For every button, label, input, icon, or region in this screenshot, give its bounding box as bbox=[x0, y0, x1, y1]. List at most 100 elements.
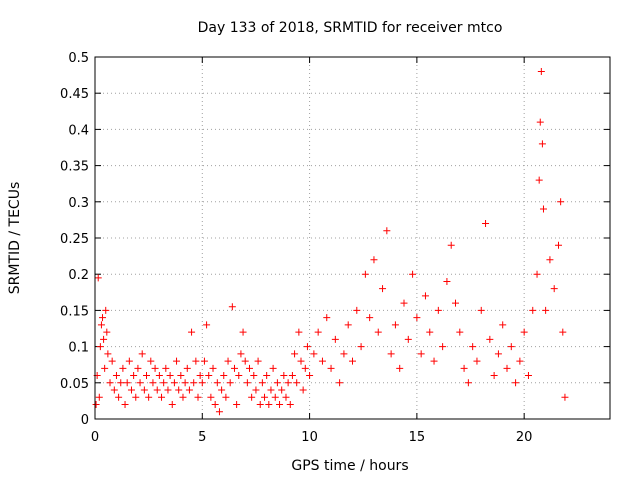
data-point bbox=[366, 314, 374, 322]
axis-ticks: 0 0.05 0.1 0.15 0.2 0.25 0.3 0.35 0.4 0.45 0.5 0 5 10… bbox=[60, 51, 610, 445]
data-point bbox=[147, 357, 155, 365]
x-tick-label: 5 bbox=[198, 430, 206, 445]
data-point bbox=[115, 393, 123, 401]
data-point bbox=[456, 328, 464, 336]
data-point bbox=[220, 372, 228, 380]
data-point bbox=[344, 321, 352, 329]
data-point bbox=[188, 328, 196, 336]
data-point bbox=[100, 335, 108, 343]
y-tick-label: 0.15 bbox=[60, 304, 89, 319]
data-point bbox=[310, 350, 318, 358]
data-point bbox=[529, 306, 537, 314]
data-point bbox=[464, 379, 472, 387]
data-point bbox=[228, 303, 236, 311]
data-point bbox=[434, 306, 442, 314]
data-point bbox=[379, 285, 387, 293]
data-point bbox=[143, 372, 150, 380]
data-point bbox=[239, 328, 247, 336]
data-point bbox=[261, 393, 269, 401]
x-axis-label: GPS time / hours bbox=[291, 458, 408, 474]
data-point bbox=[250, 372, 258, 380]
data-point bbox=[331, 335, 339, 343]
data-point bbox=[265, 401, 273, 409]
data-point bbox=[134, 364, 142, 372]
data-point bbox=[106, 379, 114, 387]
data-point bbox=[559, 328, 567, 336]
data-point bbox=[179, 393, 187, 401]
data-point bbox=[168, 401, 176, 409]
data-point bbox=[404, 335, 412, 343]
y-tick-label: 0.1 bbox=[68, 341, 89, 356]
data-point bbox=[162, 364, 170, 372]
data-point bbox=[97, 321, 105, 329]
data-point bbox=[503, 364, 511, 372]
data-point bbox=[215, 408, 223, 416]
data-point bbox=[396, 364, 404, 372]
data-point bbox=[153, 386, 161, 394]
data-point bbox=[370, 256, 378, 264]
data-point bbox=[550, 285, 558, 293]
data-point bbox=[185, 386, 193, 394]
data-point bbox=[297, 357, 305, 365]
data-point bbox=[127, 386, 135, 394]
data-point bbox=[460, 364, 468, 372]
data-point bbox=[211, 401, 219, 409]
data-point bbox=[276, 401, 284, 409]
data-point bbox=[164, 386, 172, 394]
data-point bbox=[486, 335, 494, 343]
data-point bbox=[524, 372, 532, 380]
data-point bbox=[271, 393, 279, 401]
data-point bbox=[533, 270, 541, 278]
data-point bbox=[400, 299, 408, 307]
data-point bbox=[542, 306, 550, 314]
data-point bbox=[263, 372, 271, 380]
data-point bbox=[374, 328, 382, 336]
data-point bbox=[499, 321, 507, 329]
data-point bbox=[301, 364, 309, 372]
data-point bbox=[256, 401, 264, 409]
data-point bbox=[361, 270, 369, 278]
data-point bbox=[349, 357, 356, 365]
data-point bbox=[516, 357, 524, 365]
plot-frame bbox=[94, 56, 611, 420]
data-point bbox=[123, 379, 131, 387]
data-point bbox=[258, 379, 266, 387]
data-point bbox=[132, 393, 140, 401]
data-point bbox=[140, 386, 148, 394]
data-point bbox=[95, 393, 103, 401]
data-point bbox=[537, 67, 545, 75]
data-point bbox=[94, 274, 102, 282]
data-point bbox=[222, 393, 230, 401]
data-point bbox=[340, 350, 348, 358]
data-point bbox=[507, 343, 515, 351]
data-point bbox=[112, 372, 120, 380]
data-point bbox=[104, 350, 112, 358]
data-point bbox=[452, 299, 459, 307]
data-point bbox=[175, 386, 183, 394]
data-point bbox=[252, 386, 260, 394]
y-axis-label: SRMTID / TECUs bbox=[7, 182, 23, 295]
data-point bbox=[151, 364, 159, 372]
data-point bbox=[254, 357, 262, 365]
data-point bbox=[303, 343, 311, 351]
data-point bbox=[439, 343, 447, 351]
data-point bbox=[280, 372, 288, 380]
x-tick-label: 15 bbox=[409, 430, 426, 445]
data-point bbox=[267, 386, 275, 394]
x-tick-label: 20 bbox=[516, 430, 533, 445]
y-tick-label: 0.4 bbox=[68, 123, 89, 138]
data-point bbox=[443, 277, 451, 285]
data-point bbox=[557, 198, 565, 206]
data-point bbox=[194, 393, 202, 401]
data-point bbox=[130, 372, 138, 380]
data-point bbox=[490, 372, 498, 380]
data-point bbox=[323, 314, 331, 322]
data-point bbox=[383, 227, 391, 235]
data-point bbox=[248, 393, 256, 401]
data-point bbox=[207, 393, 215, 401]
data-point bbox=[539, 205, 547, 213]
grid-lines bbox=[95, 57, 610, 419]
data-point bbox=[318, 357, 326, 365]
data-point bbox=[166, 372, 174, 380]
